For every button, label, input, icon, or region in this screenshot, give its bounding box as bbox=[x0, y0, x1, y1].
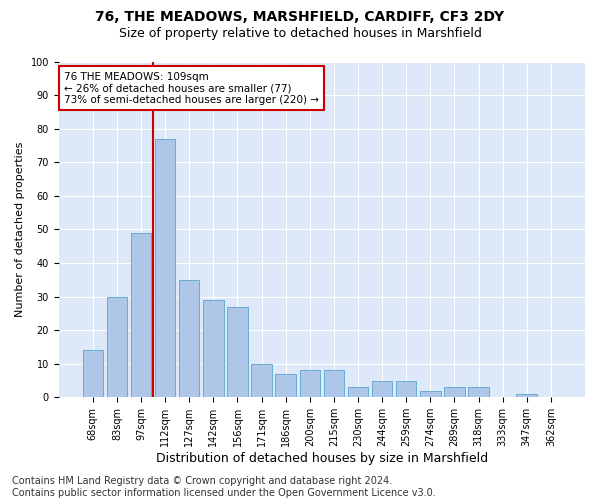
Bar bbox=[203, 300, 224, 398]
Bar bbox=[83, 350, 103, 398]
Bar bbox=[348, 388, 368, 398]
Text: Contains HM Land Registry data © Crown copyright and database right 2024.
Contai: Contains HM Land Registry data © Crown c… bbox=[12, 476, 436, 498]
Bar bbox=[227, 306, 248, 398]
Text: 76 THE MEADOWS: 109sqm
← 26% of detached houses are smaller (77)
73% of semi-det: 76 THE MEADOWS: 109sqm ← 26% of detached… bbox=[64, 72, 319, 105]
Bar bbox=[155, 138, 175, 398]
Bar bbox=[444, 388, 464, 398]
Text: 76, THE MEADOWS, MARSHFIELD, CARDIFF, CF3 2DY: 76, THE MEADOWS, MARSHFIELD, CARDIFF, CF… bbox=[95, 10, 505, 24]
Bar bbox=[396, 380, 416, 398]
Bar bbox=[468, 388, 489, 398]
Bar bbox=[131, 233, 151, 398]
Text: Size of property relative to detached houses in Marshfield: Size of property relative to detached ho… bbox=[119, 28, 481, 40]
Bar bbox=[323, 370, 344, 398]
Y-axis label: Number of detached properties: Number of detached properties bbox=[15, 142, 25, 317]
Bar bbox=[179, 280, 199, 398]
Bar bbox=[251, 364, 272, 398]
Bar bbox=[372, 380, 392, 398]
Bar bbox=[299, 370, 320, 398]
Bar bbox=[420, 390, 440, 398]
X-axis label: Distribution of detached houses by size in Marshfield: Distribution of detached houses by size … bbox=[156, 452, 488, 465]
Bar bbox=[107, 296, 127, 398]
Bar bbox=[275, 374, 296, 398]
Bar bbox=[517, 394, 537, 398]
